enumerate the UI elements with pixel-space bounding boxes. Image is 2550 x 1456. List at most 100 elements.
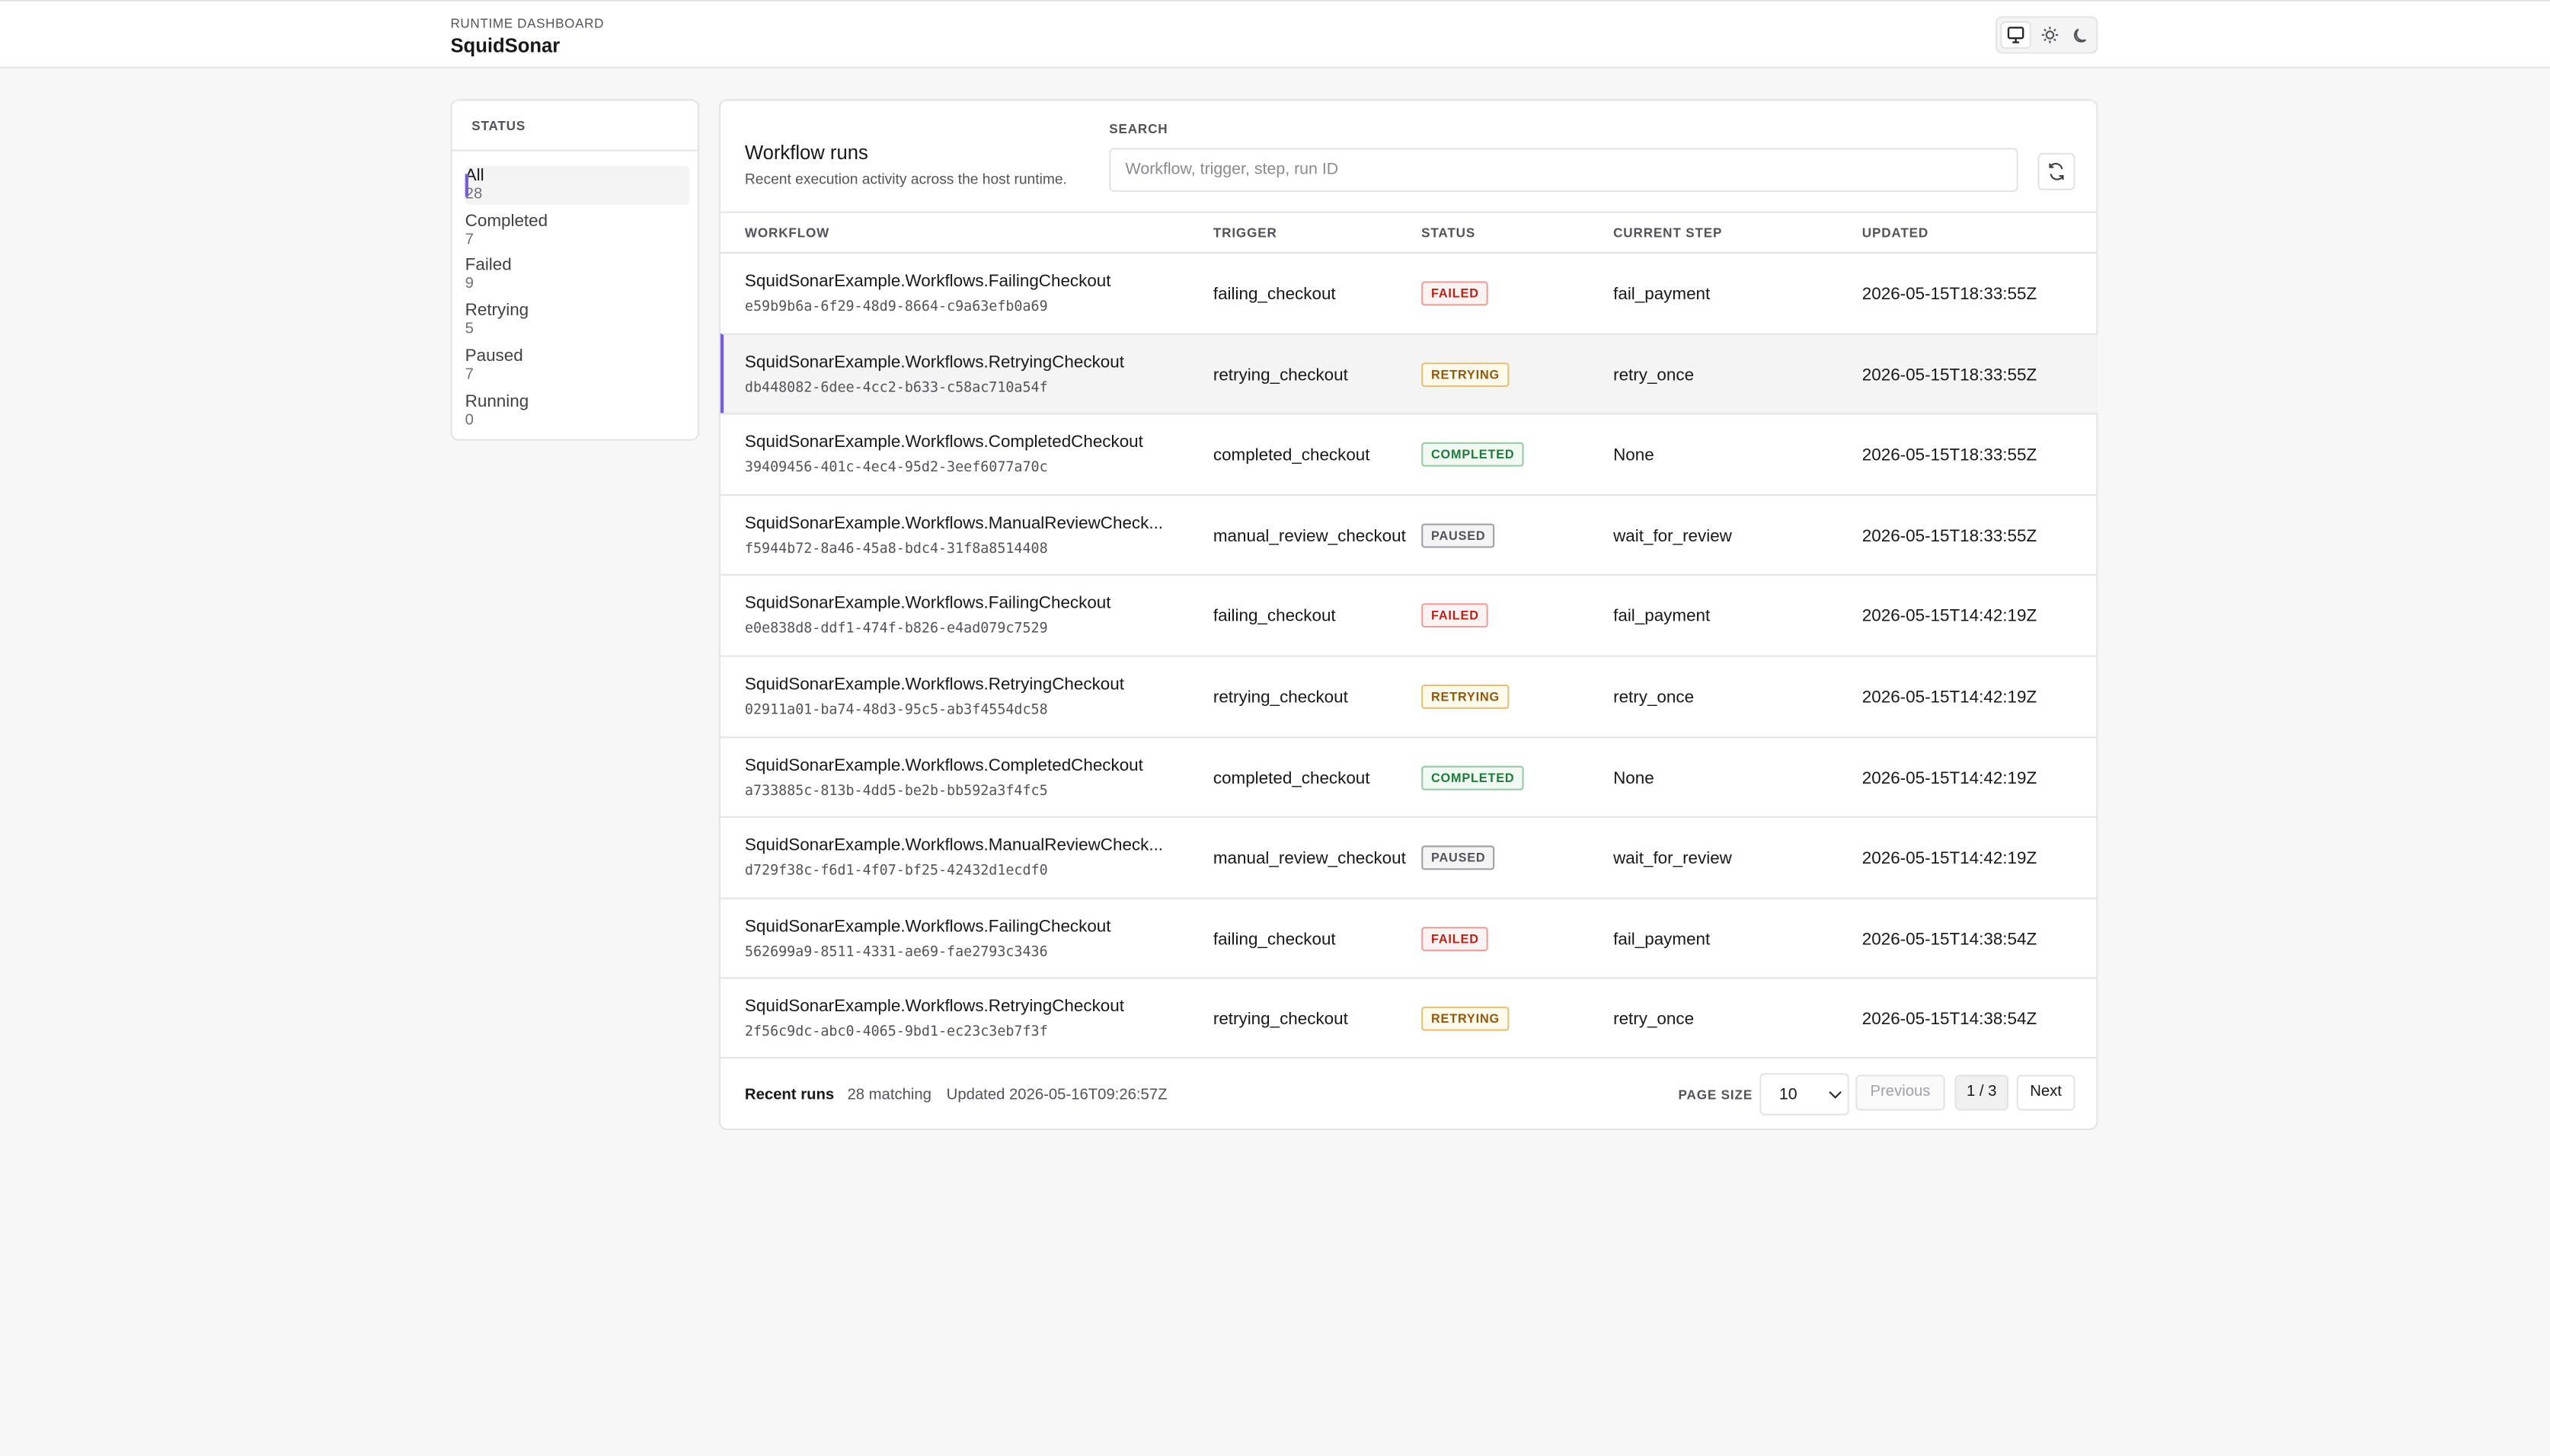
theme-dark[interactable]	[2067, 21, 2098, 49]
trigger: manual_review_checkout	[1213, 848, 1406, 869]
column-header: CURRENT STEP	[1613, 225, 1723, 241]
monitor-icon	[2007, 27, 2024, 43]
run-id: db448082-6dee-4cc2-b633-c58ac710a54f	[744, 379, 1048, 397]
run-id: e0e838d8-ddf1-474f-b826-e4ad079c7529	[744, 621, 1048, 638]
status-filter[interactable]: Retrying 5	[465, 301, 690, 340]
panel-subtitle: Recent execution activity across the hos…	[744, 171, 1067, 187]
updated: 2026-05-15T14:42:19Z	[1861, 848, 2037, 869]
status-filter[interactable]: Failed 9	[465, 256, 690, 295]
status-filter[interactable]: Paused 7	[465, 346, 690, 385]
status-badge: COMPLETED	[1421, 765, 1525, 790]
run-row[interactable]: SquidSonarExample.Workflows.RetryingChec…	[720, 978, 2098, 1058]
run-row[interactable]: SquidSonarExample.Workflows.ManualReview…	[720, 493, 2098, 575]
run-row[interactable]: SquidSonarExample.Workflows.CompletedChe…	[720, 413, 2098, 494]
filter-label: All	[465, 165, 484, 186]
current-step: wait_for_review	[1613, 526, 1732, 546]
filter-count: 7	[465, 365, 474, 384]
status-badge: PAUSED	[1421, 523, 1496, 548]
current-step: fail_payment	[1613, 607, 1711, 627]
run-row[interactable]: SquidSonarExample.Workflows.FailingCheck…	[720, 251, 2098, 333]
updated: 2026-05-15T18:33:55Z	[1861, 365, 2037, 385]
page-indicator: 1 / 3	[1954, 1074, 2008, 1111]
status-badge: RETRYING	[1421, 1007, 1510, 1032]
workflow-name: SquidSonarExample.Workflows.RetryingChec…	[744, 675, 1124, 694]
search-input[interactable]: Workflow, trigger, step, run ID	[1109, 148, 2018, 192]
trigger: completed_checkout	[1213, 768, 1370, 788]
status-badge: FAILED	[1421, 281, 1489, 306]
refresh-icon	[2049, 162, 2064, 180]
run-row[interactable]: SquidSonarExample.Workflows.CompletedChe…	[720, 736, 2098, 816]
current-step: retry_once	[1613, 688, 1695, 707]
column-header: TRIGGER	[1213, 225, 1277, 241]
matching-count: 28 matching	[847, 1086, 931, 1104]
trigger: failing_checkout	[1213, 284, 1336, 305]
column-header: WORKFLOW	[744, 225, 830, 241]
theme-toggle	[1995, 16, 2098, 54]
trigger: retrying_checkout	[1213, 1010, 1348, 1030]
workflow-name: SquidSonarExample.Workflows.ManualReview…	[744, 835, 1164, 856]
workflow-name: SquidSonarExample.Workflows.FailingCheck…	[744, 271, 1111, 292]
updated: 2026-05-15T18:33:55Z	[1861, 445, 2037, 466]
status-filter[interactable]: Running 0	[465, 391, 690, 430]
status-badge: FAILED	[1421, 926, 1489, 951]
refresh-button[interactable]	[2037, 152, 2075, 190]
filter-label: Retrying	[465, 301, 529, 321]
status-filter[interactable]: Completed 7	[465, 211, 690, 250]
filter-label: Running	[465, 391, 529, 411]
trigger: failing_checkout	[1213, 929, 1336, 950]
run-row[interactable]: SquidSonarExample.Workflows.ManualReview…	[720, 816, 2098, 897]
trigger: manual_review_checkout	[1213, 526, 1406, 546]
table-header: WORKFLOW TRIGGER STATUS CURRENT STEP UPDATED	[720, 211, 2097, 252]
updated: 2026-05-15T14:42:19Z	[1861, 607, 2037, 627]
current-step: None	[1613, 768, 1654, 788]
previous-button[interactable]: Previous	[1855, 1074, 1945, 1111]
run-row[interactable]: SquidSonarExample.Workflows.FailingCheck…	[720, 897, 2098, 978]
current-step: None	[1613, 445, 1654, 466]
column-header: UPDATED	[1861, 225, 1929, 241]
run-id: 2f56c9dc-abc0-4065-9bd1-ec23c3eb7f3f	[744, 1025, 1048, 1042]
runs-panel: Workflow runs Recent execution activity …	[718, 99, 2098, 1130]
run-row[interactable]: SquidSonarExample.Workflows.FailingCheck…	[720, 574, 2098, 656]
run-row[interactable]: SquidSonarExample.Workflows.RetryingChec…	[720, 655, 2098, 736]
sun-icon	[2041, 27, 2059, 43]
moon-icon	[2073, 28, 2087, 43]
trigger: retrying_checkout	[1213, 688, 1348, 707]
filter-label: Failed	[465, 256, 512, 276]
filter-count: 7	[465, 230, 474, 249]
search-label: SEARCH	[1109, 122, 1168, 137]
page-size-select[interactable]: 10	[1759, 1073, 1849, 1116]
workflow-name: SquidSonarExample.Workflows.CompletedChe…	[744, 755, 1143, 775]
next-button[interactable]: Next	[2016, 1074, 2075, 1111]
panel-title: Workflow runs	[744, 141, 868, 164]
current-step: fail_payment	[1613, 929, 1711, 950]
run-id: d729f38c-f6d1-4f07-bf25-42432d1ecdf0	[744, 864, 1048, 880]
status-badge: PAUSED	[1421, 845, 1496, 870]
status-filter[interactable]: All 28	[465, 165, 690, 206]
header	[0, 0, 2550, 69]
status-badge: RETRYING	[1421, 362, 1510, 387]
theme-light[interactable]	[2034, 21, 2066, 49]
current-step: retry_once	[1613, 1010, 1695, 1030]
filter-count: 9	[465, 275, 474, 294]
run-id: 39409456-401c-4ec4-95d2-3eef6077a70c	[744, 460, 1048, 477]
workflow-name: SquidSonarExample.Workflows.RetryingChec…	[744, 352, 1124, 372]
filter-count: 0	[465, 410, 474, 429]
status-badge: FAILED	[1421, 603, 1489, 629]
filter-label: Completed	[465, 210, 548, 231]
updated: 2026-05-15T14:38:54Z	[1861, 1010, 2037, 1030]
filter-label: Paused	[465, 346, 523, 366]
run-row[interactable]: SquidSonarExample.Workflows.RetryingChec…	[720, 332, 2098, 413]
theme-system[interactable]	[2000, 21, 2031, 49]
updated: 2026-05-15T14:38:54Z	[1861, 929, 2037, 950]
updated: 2026-05-15T18:33:55Z	[1861, 526, 2037, 546]
sidebar-title: STATUS	[471, 118, 526, 134]
trigger: retrying_checkout	[1213, 365, 1348, 385]
updated-at: Updated 2026-05-16T09:26:57Z	[946, 1086, 1168, 1104]
divider	[720, 1056, 2097, 1059]
app-title: SquidSonar	[450, 34, 561, 57]
footer-label: Recent runs	[744, 1086, 835, 1104]
run-id: 562699a9-8511-4331-ae69-fae2793c3436	[744, 944, 1048, 961]
search-placeholder: Workflow, trigger, step, run ID	[1125, 161, 1339, 179]
filter-count: 28	[465, 185, 483, 203]
